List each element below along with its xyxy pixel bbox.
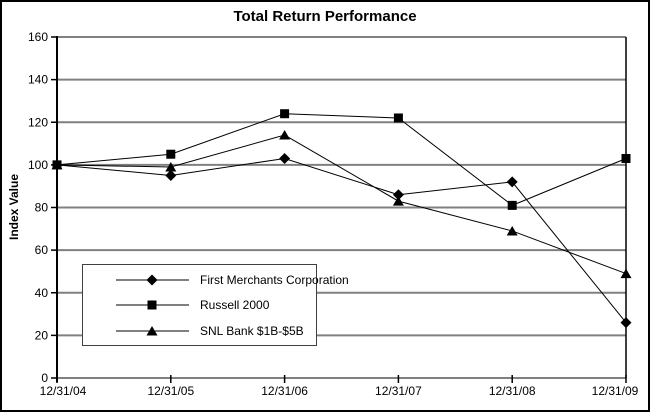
x-tick-label: 12/31/04 <box>40 384 87 398</box>
triangle-marker-icon <box>620 268 632 279</box>
legend-entry-2: SNL Bank $1B-$5B <box>115 320 316 342</box>
series-line-0 <box>56 157 627 323</box>
triangle-marker-icon <box>165 162 177 172</box>
triangle-marker-icon <box>146 325 158 335</box>
square-marker-icon <box>147 300 157 310</box>
triangle-marker-icon <box>392 196 404 206</box>
legend-label: Russell 2000 <box>200 298 270 312</box>
series-markers-2 <box>51 130 632 279</box>
triangle-marker-icon <box>506 225 518 236</box>
y-tick-label: 140 <box>28 73 48 87</box>
x-tick-label: 12/31/09 <box>592 384 639 398</box>
y-tick-label: 60 <box>35 243 49 257</box>
legend-entry-0: First Merchants Corporation <box>115 269 349 291</box>
y-tick-label: 120 <box>28 115 48 129</box>
square-marker-icon <box>621 153 631 163</box>
legend-label: First Merchants Corporation <box>200 272 349 287</box>
y-tick-label: 80 <box>35 201 49 215</box>
square-marker-icon <box>52 160 62 170</box>
x-tick-label: 12/31/08 <box>489 384 536 398</box>
series-line-2 <box>56 134 627 275</box>
diamond-marker-icon <box>165 170 177 182</box>
square-marker-icon <box>166 149 176 159</box>
y-tick-label: 0 <box>41 371 48 385</box>
diamond-marker-icon <box>146 274 158 285</box>
diamond-marker-icon <box>392 189 404 201</box>
y-tick-label: 20 <box>35 328 49 342</box>
y-tick-label: 40 <box>35 286 49 300</box>
y-tick-label: 160 <box>28 30 48 44</box>
x-tick-label: 12/31/06 <box>261 384 308 398</box>
triangle-marker-icon <box>279 130 291 140</box>
series-line-1 <box>56 113 627 206</box>
square-marker-icon <box>393 113 403 123</box>
legend-sample <box>116 274 189 285</box>
legend-sample <box>116 325 189 335</box>
y-tick-label: 100 <box>28 158 48 172</box>
legend: First Merchants Corporation Russell 2000 S… <box>82 264 349 346</box>
chart-title: Total Return Performance <box>233 8 417 25</box>
square-marker-icon <box>507 200 517 210</box>
diamond-marker-icon <box>620 317 632 329</box>
diamond-marker-icon <box>506 176 518 188</box>
diamond-marker-icon <box>279 152 291 164</box>
y-axis-title: Index Value <box>7 173 21 241</box>
legend-label: SNL Bank $1B-$5B <box>200 323 304 338</box>
x-tick-label: 12/31/05 <box>147 384 194 398</box>
series-markers-1 <box>52 109 631 210</box>
legend-entry-1: Russell 2000 <box>115 294 316 316</box>
x-tick-label: 12/31/07 <box>375 384 422 398</box>
legend-sample <box>116 300 189 310</box>
square-marker-icon <box>280 109 290 119</box>
